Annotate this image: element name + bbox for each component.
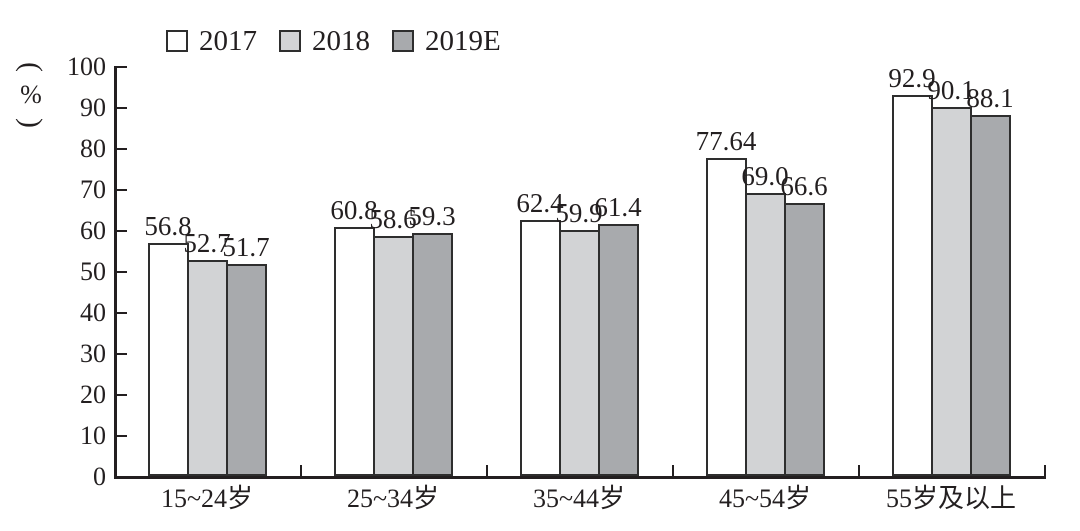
y-tick-label: 100 [67,52,106,81]
legend-item-2017: 2017 [166,26,257,56]
y-tick-label: 20 [80,380,106,409]
y-tick-label: 80 [80,134,106,163]
x-tick-label-cat1: 15~24岁 [160,484,254,513]
y-tick-label: 0 [93,462,106,491]
x-tick-label-cat2: 25~34岁 [346,484,440,513]
bar-value-label-2017-cat5: 92.9 [888,63,936,93]
legend-swatch-2017 [166,30,188,52]
bar-2019E-cat2 [411,233,453,476]
y-axis-unit-label: ( % ) [14,56,48,134]
y-axis-tick [117,107,127,109]
y-tick-label: 50 [80,257,106,286]
y-axis-tick [117,148,127,150]
legend-label-2017: 2017 [199,25,257,57]
bar-2019E-cat5 [969,115,1011,476]
y-axis-tick [117,189,127,191]
y-tick-label: 30 [80,339,106,368]
x-axis-boundary-tick [486,465,488,476]
bar-2018-cat5 [930,107,972,476]
y-tick-label: 60 [80,216,106,245]
bar-2017-cat2 [333,227,375,476]
y-axis-tick [117,312,127,314]
bar-value-label-2019E-cat1: 51.7 [222,232,270,262]
bar-value-label-2019E-cat5: 88.1 [966,83,1014,113]
bar-2018-cat1 [186,260,228,476]
y-axis-tick [117,394,127,396]
bar-value-label-2017-cat4: 77.64 [695,126,757,156]
bar-2019E-cat3 [597,224,639,476]
bar-2017-cat5 [891,95,933,476]
y-axis-tick [117,230,127,232]
x-axis-boundary-tick [672,465,674,476]
bar-value-label-2018-cat2: 58.6 [369,204,417,234]
bar-value-label-2018-cat4: 69.0 [741,161,789,191]
y-tick-label: 40 [80,298,106,327]
x-tick-label-cat4: 45~54岁 [718,484,812,513]
x-axis-boundary-tick [300,465,302,476]
legend-swatch-2018 [279,30,301,52]
legend-item-2019E: 2019E [392,26,501,56]
bar-2019E-cat1 [225,264,267,476]
legend-label-2019E: 2019E [425,25,501,57]
y-axis-tick [117,353,127,355]
bar-2018-cat3 [558,230,600,476]
y-axis-tick [117,435,127,437]
bar-value-label-2019E-cat2: 59.3 [408,201,456,231]
x-tick-label-cat5: 55岁及以上 [885,484,1017,513]
bar-2017-cat3 [519,220,561,476]
bar-2017-cat1 [147,243,189,476]
y-axis-unit-close-paren: ) [15,118,48,128]
chart-legend: 2017 2018 2019E [166,26,501,56]
y-axis-tick [117,66,127,68]
legend-swatch-2019E [392,30,414,52]
bar-value-label-2019E-cat3: 61.4 [594,192,642,222]
y-axis [114,66,117,479]
bar-value-label-2017-cat2: 60.8 [330,195,378,225]
x-axis-boundary-tick [1044,465,1046,476]
y-tick-label: 70 [80,175,106,204]
bar-value-label-2017-cat1: 56.8 [144,211,192,241]
bar-value-label-2018-cat3: 59.9 [555,198,603,228]
legend-label-2018: 2018 [312,25,370,57]
y-axis-tick [117,271,127,273]
bar-2019E-cat4 [783,203,825,476]
y-axis-unit-open-paren: ( [15,62,48,72]
bar-value-label-2018-cat1: 52.7 [183,228,231,258]
bar-2018-cat2 [372,236,414,476]
y-axis-unit-percent: % [20,80,42,109]
x-axis [114,476,1046,479]
y-tick-label: 90 [80,93,106,122]
legend-item-2018: 2018 [279,26,370,56]
bar-value-label-2018-cat5: 90.1 [927,75,975,105]
y-tick-label: 10 [80,421,106,450]
bar-2017-cat4 [705,158,747,476]
x-tick-label-cat3: 35~44岁 [532,484,626,513]
bar-value-label-2019E-cat4: 66.6 [780,171,828,201]
y-axis-tick [117,476,127,478]
bar-2018-cat4 [744,193,786,476]
x-axis-boundary-tick [858,465,860,476]
bar-value-label-2017-cat3: 62.4 [516,188,564,218]
